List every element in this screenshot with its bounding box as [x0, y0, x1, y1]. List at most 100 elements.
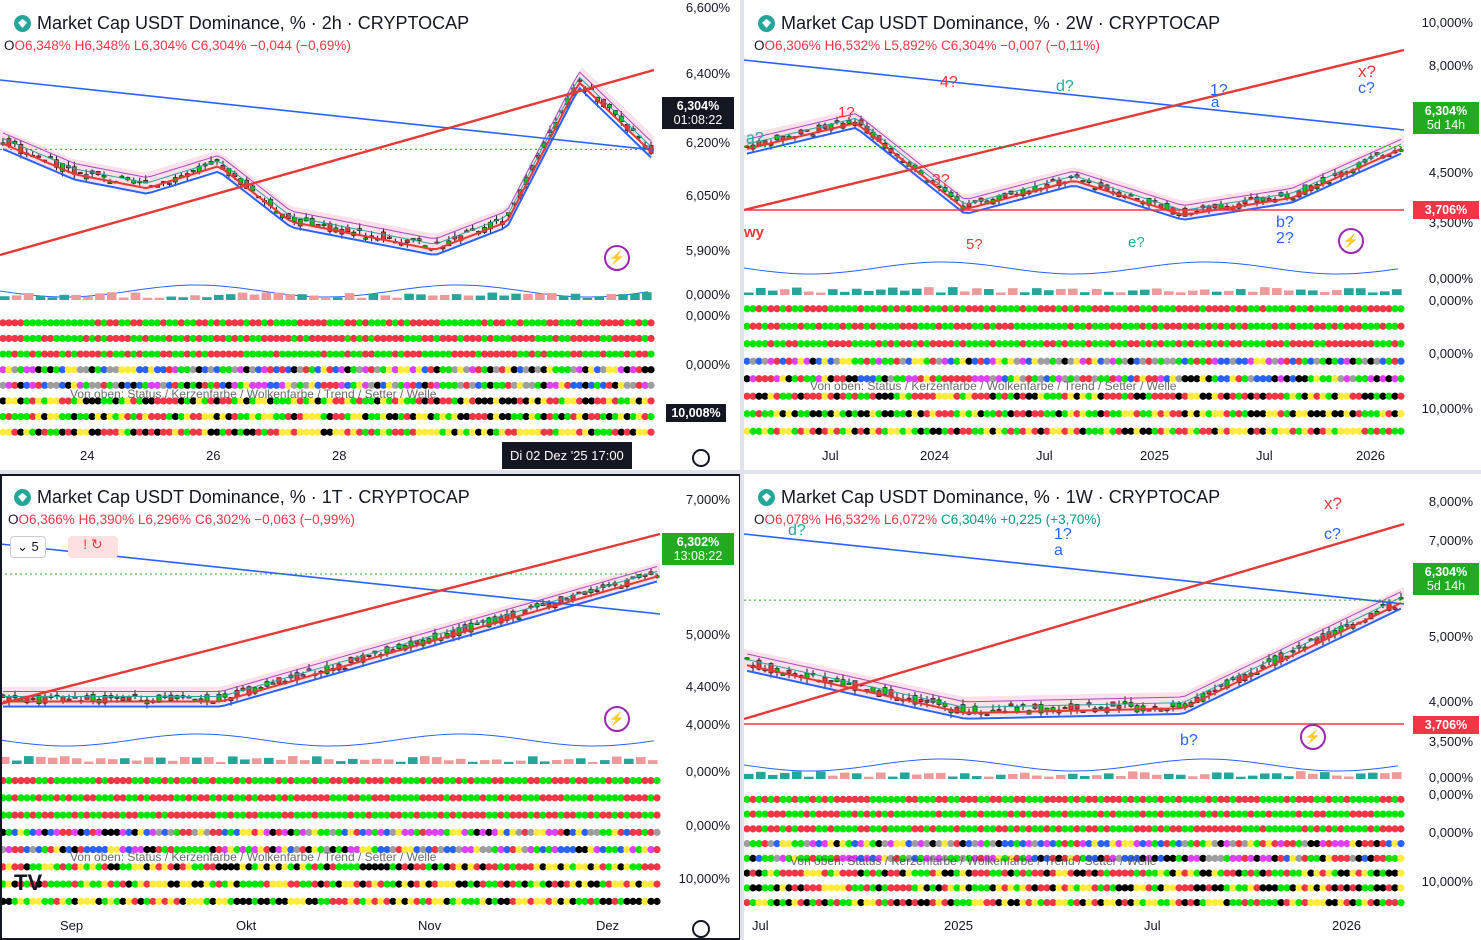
status-dot	[887, 825, 895, 833]
status-dot	[203, 897, 211, 905]
status-dot	[989, 854, 997, 862]
status-dot	[83, 777, 91, 785]
status-dot	[1079, 840, 1087, 848]
status-dot	[785, 392, 793, 400]
time-axis[interactable]: Sep Okt Nov Dez	[60, 918, 620, 933]
histogram-bar	[1068, 288, 1078, 295]
status-dot	[179, 880, 187, 888]
status-dot	[755, 825, 763, 833]
status-dot	[1259, 869, 1267, 877]
status-dot	[893, 305, 901, 313]
status-dot	[1127, 392, 1135, 400]
status-dot	[1007, 305, 1015, 313]
flash-icon[interactable]: ⚡	[1300, 724, 1326, 750]
status-dot	[485, 777, 493, 785]
tradingview-logo-icon[interactable]: TV	[14, 870, 43, 895]
status-dot	[773, 340, 781, 348]
settings-gear-icon[interactable]	[692, 920, 710, 938]
histogram-bar	[876, 289, 886, 295]
time-axis[interactable]: 24 26 28 Di 02 Dez '25 17:00	[0, 440, 740, 470]
status-dot	[1145, 884, 1153, 892]
status-dot	[893, 825, 901, 833]
status-dot	[809, 340, 817, 348]
status-dot	[1079, 810, 1087, 818]
status-dot	[320, 381, 328, 389]
status-dot	[1235, 854, 1243, 862]
status-dot	[237, 334, 245, 343]
status-dot	[911, 884, 919, 892]
status-dot	[46, 397, 55, 405]
status-dot	[1373, 305, 1381, 313]
status-dot	[1289, 410, 1297, 418]
symbol-title[interactable]: Market Cap USDT Dominance, % · 2W · CRYP…	[758, 13, 1220, 34]
status-dot	[1235, 825, 1243, 833]
status-dot	[167, 863, 175, 871]
status-dot	[551, 880, 559, 888]
status-dot	[287, 897, 295, 905]
settings-gear-icon[interactable]	[692, 449, 710, 467]
indicator-count-button[interactable]: ⌄ 5	[10, 536, 46, 558]
symbol-title[interactable]: Market Cap USDT Dominance, % · 2h · CRYP…	[14, 13, 469, 34]
status-dot	[153, 428, 162, 436]
status-dot	[510, 381, 518, 389]
status-dot	[1187, 810, 1195, 818]
status-dot	[905, 899, 913, 907]
status-dot	[833, 427, 841, 435]
status-dot	[260, 319, 269, 327]
histogram-bar	[11, 295, 22, 300]
chart-pane-2h[interactable]: Market Cap USDT Dominance, % · 2h · CRYP…	[0, 0, 740, 470]
price-axis[interactable]: 8,000% 7,000% 5,000% 4,000% 3,500% 6,304…	[1403, 474, 1481, 940]
status-dot	[935, 854, 943, 862]
time-axis[interactable]: Jul 2024 Jul 2025 Jul 2026	[822, 448, 1385, 463]
status-dot	[599, 897, 607, 905]
status-dot	[995, 322, 1003, 330]
candle	[363, 237, 369, 240]
alert-icon[interactable]: ! ↻	[68, 536, 118, 558]
chart-pane-2w[interactable]: Market Cap USDT Dominance, % · 2W · CRYP…	[744, 0, 1481, 470]
status-dot	[1253, 810, 1261, 818]
chart-pane-1w[interactable]: Market Cap USDT Dominance, % · 1W · CRYP…	[744, 474, 1481, 940]
status-dot	[255, 381, 263, 389]
candle	[66, 698, 72, 701]
status-dot	[290, 397, 298, 405]
histogram-bar	[118, 297, 129, 300]
pane-divider-horizontal[interactable]	[0, 470, 1481, 474]
status-dot	[869, 357, 877, 365]
status-dot	[433, 381, 441, 389]
flash-icon[interactable]: ⚡	[604, 245, 630, 271]
status-dot	[201, 350, 209, 358]
price-axis[interactable]: 6,600% 6,400% 6,200% 6,050% 5,900% 6,304…	[654, 0, 740, 470]
chart-canvas-1w[interactable]	[744, 474, 1481, 940]
chart-pane-1d[interactable]: Market Cap USDT Dominance, % · 1T · CRYP…	[0, 474, 740, 940]
status-dot	[1187, 854, 1195, 862]
status-dot	[1331, 869, 1339, 877]
status-dot	[797, 854, 805, 862]
status-dot	[367, 334, 376, 343]
status-dot	[153, 412, 162, 421]
flash-icon[interactable]: ⚡	[604, 706, 630, 732]
status-dot	[761, 869, 769, 877]
histogram-bar	[912, 774, 922, 779]
status-dot	[427, 428, 435, 436]
status-dot	[1091, 840, 1099, 848]
status-dot	[492, 319, 501, 327]
status-dot	[233, 811, 241, 819]
status-dot	[605, 880, 613, 888]
status-dot	[173, 811, 181, 819]
status-dot	[1109, 340, 1117, 348]
status-dot	[653, 777, 661, 785]
chart-canvas-2w[interactable]	[744, 0, 1481, 470]
status-dot	[82, 412, 90, 421]
status-dot	[1265, 884, 1273, 892]
time-axis[interactable]: Jul 2025 Jul 2026	[752, 918, 1361, 933]
status-dot	[947, 884, 955, 892]
chart-canvas-1d[interactable]	[0, 474, 740, 940]
status-dot	[522, 428, 530, 436]
symbol-title[interactable]: Market Cap USDT Dominance, % · 1W · CRYP…	[758, 487, 1220, 508]
flash-icon[interactable]: ⚡	[1338, 228, 1364, 254]
status-dot	[1079, 357, 1087, 365]
price-axis[interactable]: 10,000% 8,000% 4,500% 3,500% 6,304% 5d 14…	[1403, 0, 1481, 470]
chart-canvas-2h[interactable]	[0, 0, 740, 470]
price-axis[interactable]: 7,000% 5,000% 4,400% 4,000% 6,302% 13:08:…	[654, 474, 740, 940]
symbol-title[interactable]: Market Cap USDT Dominance, % · 1T · CRYP…	[14, 487, 470, 508]
